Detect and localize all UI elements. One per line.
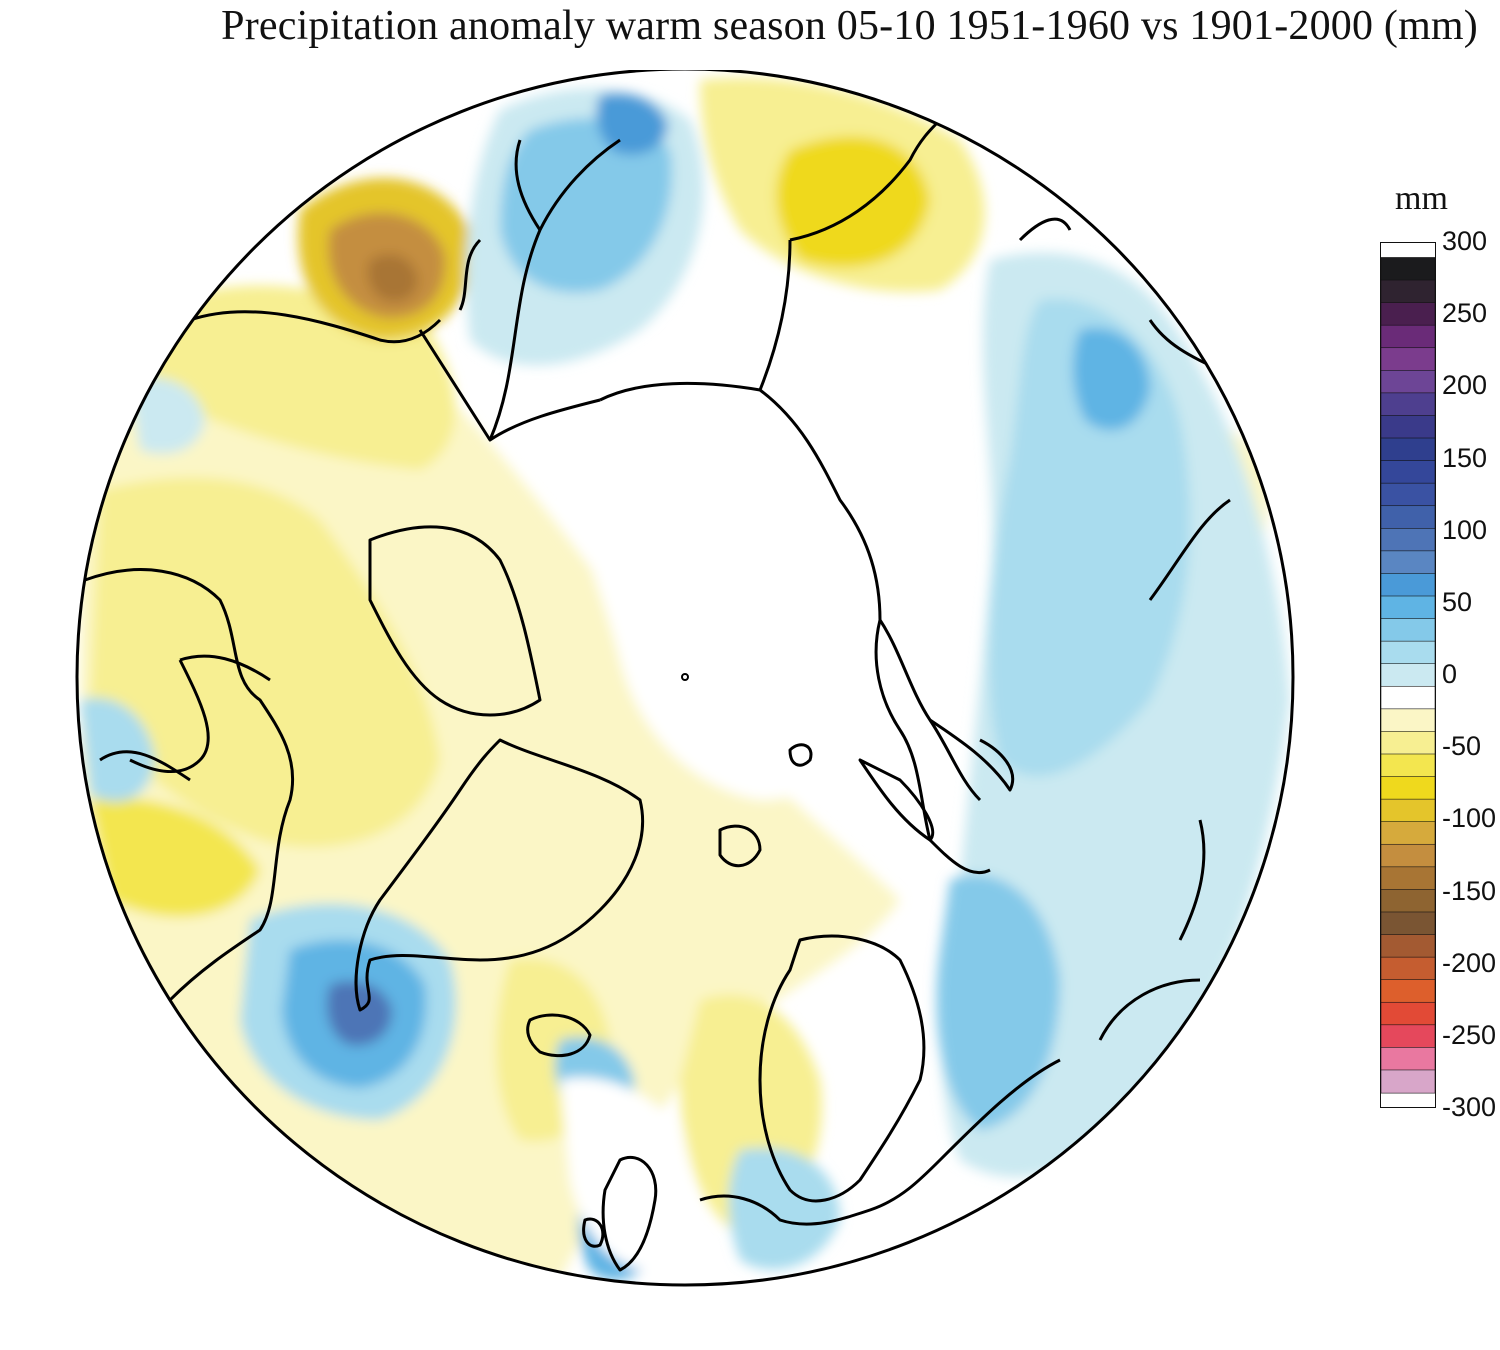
color-band xyxy=(1381,1024,1435,1049)
color-band xyxy=(1381,279,1435,304)
neutral-arctic-ocean xyxy=(560,403,893,800)
polar-map xyxy=(75,70,1295,1287)
color-band xyxy=(1381,595,1435,620)
color-band xyxy=(1381,911,1435,936)
legend-unit: mm xyxy=(1395,180,1448,217)
color-band xyxy=(1381,302,1435,327)
color-band xyxy=(1381,821,1435,846)
color-scale-tick-label: -50 xyxy=(1442,731,1482,762)
color-band xyxy=(1381,753,1435,778)
color-band xyxy=(1381,347,1435,372)
wet-region-west-siberia xyxy=(936,874,1060,1130)
color-scale-tick-label: -200 xyxy=(1442,947,1497,978)
color-scale-bar xyxy=(1380,242,1436,1108)
color-band xyxy=(1381,618,1435,643)
color-band xyxy=(1381,415,1435,439)
wet-region-siberia-mid xyxy=(989,298,1190,777)
coastline-scandinavia xyxy=(758,934,926,1203)
wet-region-kamchatka-mid xyxy=(500,118,672,293)
color-band xyxy=(1381,889,1435,913)
color-scale-tick-label: 300 xyxy=(1442,226,1488,256)
coastline-greenland xyxy=(354,738,645,1012)
coastlines xyxy=(84,118,1241,1272)
color-band xyxy=(1381,1069,1435,1094)
coastline-iceland xyxy=(526,1013,592,1058)
color-scale-tick-label: 200 xyxy=(1442,370,1488,401)
coastline-north-america xyxy=(84,568,295,1002)
color-band xyxy=(1381,685,1435,710)
coastline-east-siberia xyxy=(488,118,982,802)
color-band xyxy=(1381,979,1435,1004)
coastline-svalbard xyxy=(718,824,762,868)
dry-region-nw-canada xyxy=(90,477,440,848)
color-scale-tick-label: -150 xyxy=(1442,875,1497,906)
map-boundary xyxy=(75,70,1295,1287)
color-band xyxy=(1381,550,1435,575)
color-band xyxy=(1381,708,1435,733)
color-band xyxy=(1381,731,1435,755)
wet-region-siberia-core xyxy=(1073,328,1150,430)
color-scale-tick-label: 50 xyxy=(1442,586,1473,617)
wet-region-southern-greenland-core xyxy=(326,981,392,1046)
color-band xyxy=(1381,460,1435,485)
coastline-canadian-archipelago xyxy=(368,525,542,717)
wet-region-labrador xyxy=(80,698,155,802)
color-band xyxy=(1381,370,1435,394)
coastline-russia-north xyxy=(874,619,1015,875)
color-band xyxy=(1381,1047,1435,1071)
color-band xyxy=(1381,956,1435,981)
coastline-kamchatka xyxy=(458,139,542,311)
coastline-british-isles xyxy=(582,1155,658,1272)
color-scale-tick-label: -250 xyxy=(1442,1019,1497,1050)
color-scale-tick-label: 0 xyxy=(1442,659,1458,689)
color-band xyxy=(1381,663,1435,688)
neutral-greenland-ice xyxy=(560,1077,690,1270)
coastline-novaya-zemlya xyxy=(858,758,935,842)
dry-region-hudson xyxy=(90,798,260,917)
wet-region-baltic xyxy=(728,1148,840,1270)
color-band xyxy=(1381,257,1435,281)
coastline-europe-south xyxy=(699,1058,1061,1226)
wet-region-alaska-east xyxy=(130,377,205,454)
color-band xyxy=(1381,1001,1435,1026)
color-scale-tick-label: 250 xyxy=(1442,298,1488,329)
color-band xyxy=(1381,505,1435,530)
anomaly-field xyxy=(77,70,1293,1285)
coastline-hudson-bay xyxy=(129,659,210,774)
map-title: Precipitation anomaly warm season 05-10 … xyxy=(221,3,1478,49)
wet-region-kamchatka-core xyxy=(596,93,668,155)
north-pole-marker xyxy=(681,673,689,681)
color-band xyxy=(1381,934,1435,958)
color-scale-tick-label: -300 xyxy=(1442,1092,1497,1122)
color-band xyxy=(1381,866,1435,891)
color-band xyxy=(1381,392,1435,417)
color-band xyxy=(1381,640,1435,665)
color-band xyxy=(1381,776,1435,801)
dry-region-bering-peak-core xyxy=(367,254,418,302)
color-band xyxy=(1381,798,1435,823)
color-band xyxy=(1381,324,1435,349)
color-band xyxy=(1381,528,1435,552)
color-band xyxy=(1381,843,1435,868)
coastline-franz-josef xyxy=(788,743,813,767)
coastline-alaska xyxy=(189,310,601,442)
coastline-ural-river xyxy=(1098,498,1231,1041)
color-scale-tick-label: 150 xyxy=(1442,442,1488,473)
color-scale-tick-label: 100 xyxy=(1442,514,1488,545)
color-band xyxy=(1381,437,1435,462)
color-scale-tick-label: -100 xyxy=(1442,803,1497,834)
color-band xyxy=(1381,573,1435,597)
color-band xyxy=(1381,482,1435,507)
